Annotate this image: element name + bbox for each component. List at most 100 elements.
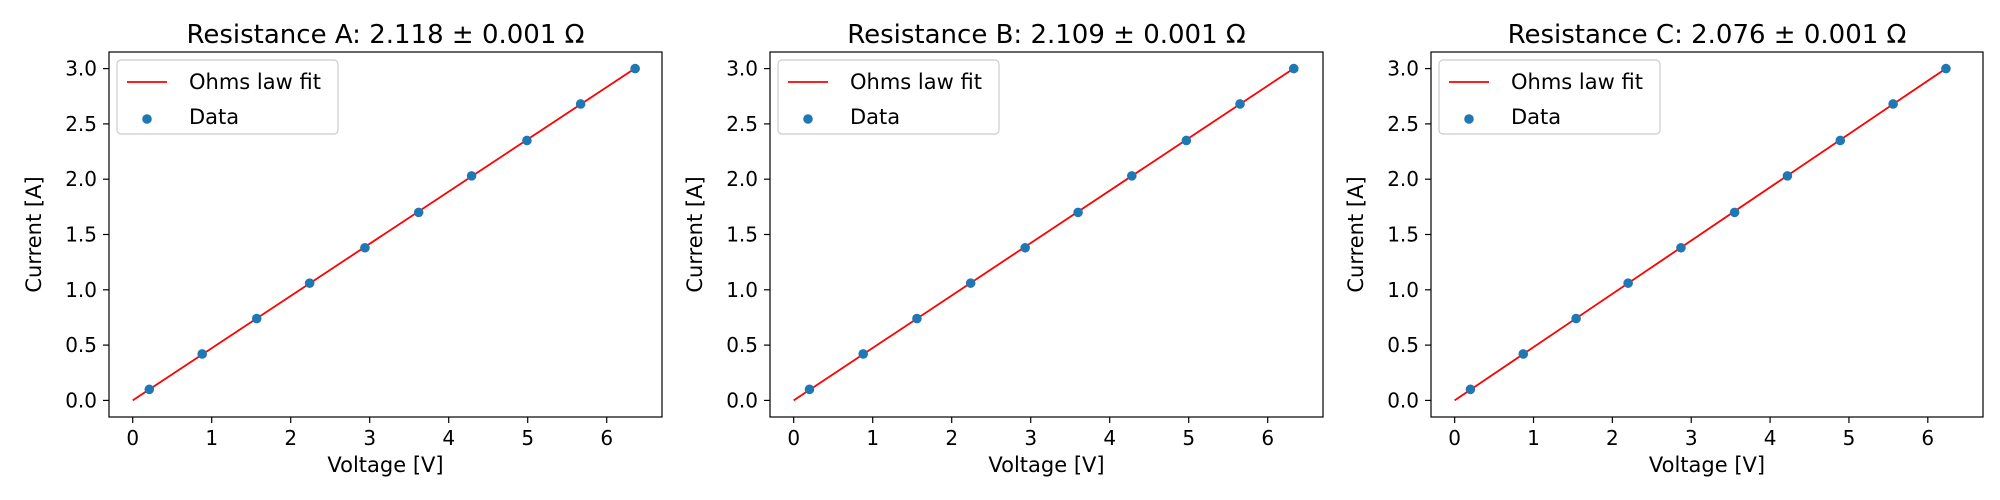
legend-label: Ohms law fit <box>850 70 982 94</box>
x-tick-label: 0 <box>1448 426 1461 450</box>
data-point <box>1465 384 1476 395</box>
data-point <box>251 313 262 324</box>
x-tick-label: 4 <box>1103 426 1116 450</box>
x-tick-label: 6 <box>1921 426 1934 450</box>
chart-title: Resistance B: 2.109 ± 0.001 Ω <box>847 20 1246 50</box>
data-point <box>1181 135 1192 146</box>
x-tick-label: 1 <box>866 426 879 450</box>
data-point <box>912 313 922 324</box>
x-tick-label: 4 <box>1764 426 1777 450</box>
y-tick-label: 0.0 <box>65 388 97 412</box>
data-point <box>630 63 640 74</box>
data-point <box>1729 207 1740 218</box>
x-axis-label: Voltage [V] <box>327 453 443 477</box>
data-point <box>575 99 586 109</box>
fit-line <box>132 67 636 402</box>
data-point <box>144 384 155 395</box>
data-point <box>1127 171 1137 181</box>
data-point <box>304 278 315 288</box>
chart-panel-1: Resistance A: 2.118 ± 0.001 Ω 0 1 2 3 4 5 6 0.0 0… <box>22 20 663 477</box>
y-tick-label: 0.5 <box>1387 333 1419 357</box>
chart-title: Resistance C: 2.076 ± 0.001 Ω <box>1508 20 1907 50</box>
y-axis-label: Current [A] <box>683 176 707 292</box>
legend-point-swatch <box>142 114 152 124</box>
y-tick-label: 0.5 <box>65 333 97 357</box>
legend-point-swatch <box>1464 114 1474 124</box>
data-point <box>858 349 869 359</box>
data-point <box>1020 242 1030 253</box>
y-tick-label: 2.5 <box>726 112 758 136</box>
chart-title: Resistance A: 2.118 ± 0.001 Ω <box>186 20 584 50</box>
data-point <box>1623 278 1633 288</box>
y-tick-label: 3.0 <box>65 57 97 81</box>
x-tick-label: 1 <box>205 426 218 450</box>
legend-box <box>777 59 1000 135</box>
y-tick-label: 3.0 <box>726 57 758 81</box>
data-point <box>1518 349 1529 359</box>
x-tick-label: 3 <box>1685 426 1698 450</box>
data-point <box>1571 313 1581 324</box>
x-tick-label: 3 <box>363 426 376 450</box>
data-point <box>1073 207 1083 218</box>
data-point <box>1676 242 1686 253</box>
x-tick-label: 5 <box>521 426 534 450</box>
legend-label: Ohms law fit <box>1511 70 1643 94</box>
chart-panel-2: Resistance B: 2.109 ± 0.001 Ω 0 1 2 3 4 5 6 0.0 0… <box>683 20 1324 477</box>
x-tick-label: 2 <box>1606 426 1619 450</box>
x-axis-label: Voltage [V] <box>1649 453 1765 477</box>
chart-panel-3: Resistance C: 2.076 ± 0.001 Ω 0 1 2 3 4 5 6 0.0 0… <box>1344 20 1984 477</box>
fit-line <box>1454 67 1947 402</box>
data-point <box>197 349 208 359</box>
y-tick-label: 1.5 <box>1387 223 1419 247</box>
data-point <box>804 384 815 395</box>
x-tick-label: 6 <box>600 426 613 450</box>
legend-label: Data <box>1511 105 1561 129</box>
y-tick-label: 1.0 <box>726 278 758 302</box>
legend-label: Data <box>189 105 239 129</box>
data-point <box>1782 171 1793 181</box>
x-tick-label: 2 <box>945 426 958 450</box>
x-tick-label: 6 <box>1261 426 1274 450</box>
y-tick-label: 1.0 <box>1387 278 1419 302</box>
data-point <box>1288 63 1299 74</box>
legend-box <box>116 59 339 135</box>
data-point <box>413 207 424 218</box>
y-axis-label: Current [A] <box>22 176 46 292</box>
y-tick-label: 2.5 <box>65 112 97 136</box>
data-point <box>1235 99 1245 109</box>
y-tick-label: 2.0 <box>65 167 97 191</box>
x-tick-label: 2 <box>284 426 297 450</box>
y-tick-label: 2.0 <box>726 167 758 191</box>
x-tick-label: 0 <box>787 426 800 450</box>
y-tick-label: 2.5 <box>1387 112 1419 136</box>
data-point <box>1941 63 1951 74</box>
y-tick-label: 0.0 <box>1387 388 1419 412</box>
y-tick-label: 1.0 <box>65 278 97 302</box>
legend-box <box>1438 59 1661 135</box>
data-point <box>466 171 477 181</box>
x-tick-label: 5 <box>1182 426 1195 450</box>
x-tick-label: 0 <box>126 426 139 450</box>
y-tick-label: 0.5 <box>726 333 758 357</box>
legend-label: Ohms law fit <box>189 70 321 94</box>
x-tick-label: 4 <box>442 426 455 450</box>
y-tick-label: 2.0 <box>1387 167 1419 191</box>
data-point <box>1835 135 1846 146</box>
x-tick-label: 5 <box>1843 426 1856 450</box>
fit-line <box>793 67 1295 402</box>
y-tick-label: 1.5 <box>65 223 97 247</box>
x-tick-label: 3 <box>1024 426 1037 450</box>
y-tick-label: 0.0 <box>726 388 758 412</box>
data-point <box>360 242 370 253</box>
data-point <box>522 135 532 146</box>
y-tick-label: 1.5 <box>726 223 758 247</box>
y-axis-label: Current [A] <box>1344 176 1368 292</box>
legend-point-swatch <box>803 114 813 124</box>
x-axis-label: Voltage [V] <box>988 453 1104 477</box>
legend-label: Data <box>850 105 900 129</box>
x-tick-label: 1 <box>1527 426 1540 450</box>
y-tick-label: 3.0 <box>1387 57 1419 81</box>
data-point <box>965 278 976 288</box>
data-point <box>1888 99 1898 109</box>
